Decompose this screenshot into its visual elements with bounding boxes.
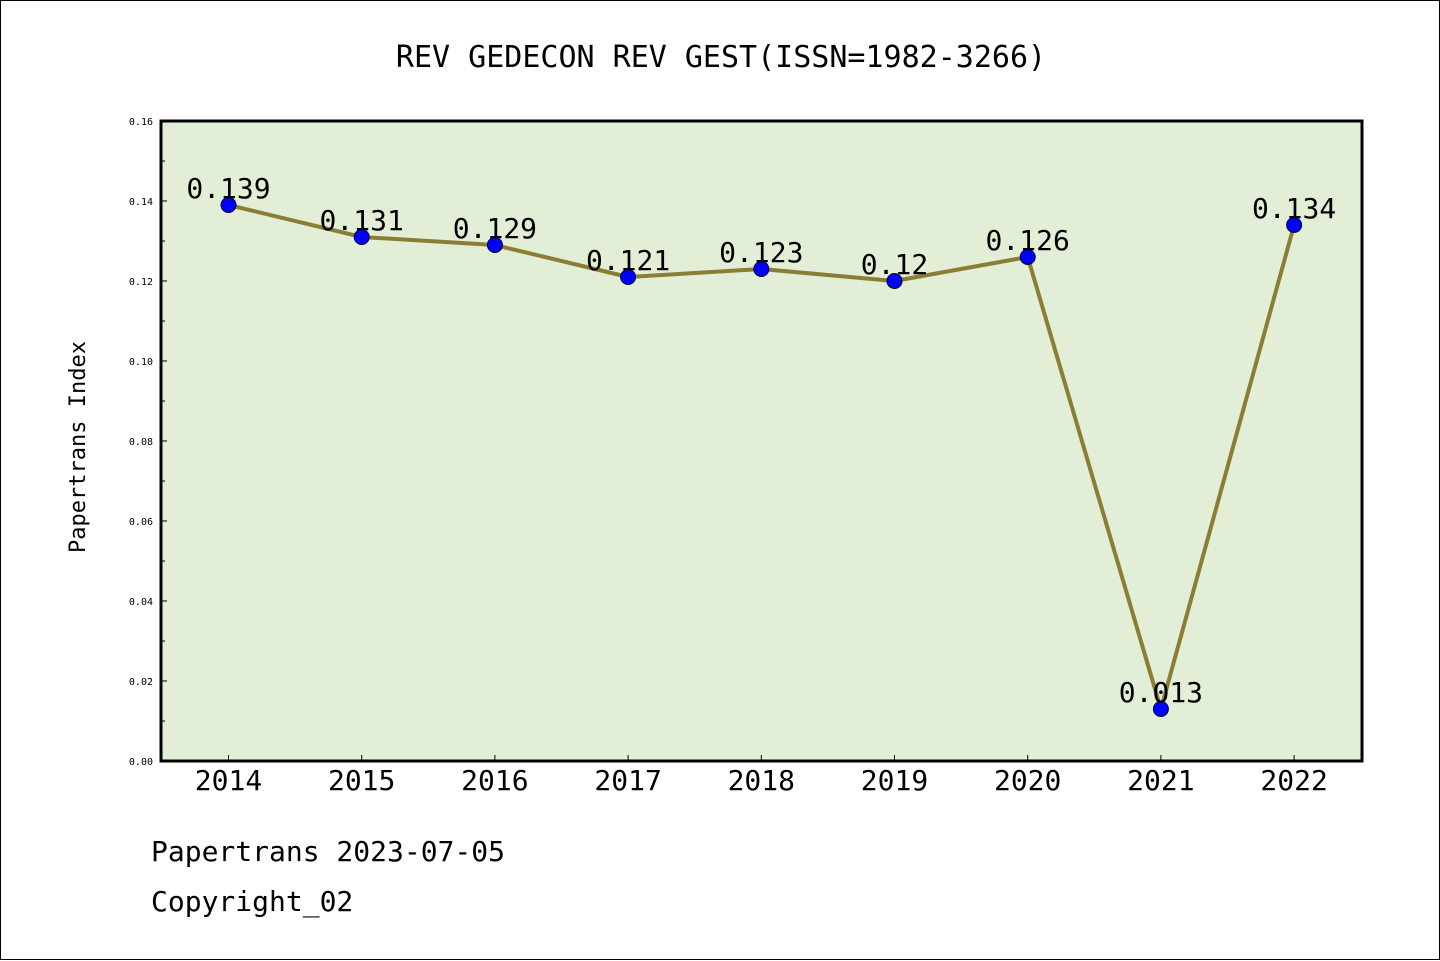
footer-copyright: Copyright_02 bbox=[151, 885, 354, 918]
data-label: 0.131 bbox=[320, 204, 404, 237]
x-tick-label: 2014 bbox=[195, 764, 262, 797]
data-point bbox=[486, 237, 503, 253]
footer-date: Papertrans 2023-07-05 bbox=[151, 835, 506, 868]
y-axis: 0.00 0.02 0.04 0.06 0.08 0.10 0.12 0.14 0.16 bbox=[129, 117, 167, 768]
data-label: 0.129 bbox=[453, 212, 537, 245]
y-tick-label: 0.08 bbox=[129, 437, 153, 448]
x-tick-label: 2015 bbox=[328, 764, 395, 797]
data-point bbox=[220, 197, 237, 213]
x-tick-label: 2017 bbox=[594, 764, 661, 797]
y-tick-label: 0.00 bbox=[129, 757, 153, 768]
x-tick-label: 2022 bbox=[1260, 764, 1327, 797]
data-label: 0.139 bbox=[186, 172, 270, 205]
data-point bbox=[353, 229, 370, 245]
y-tick-label: 0.06 bbox=[129, 517, 153, 528]
chart-title: REV GEDECON REV GEST(ISSN=1982-3266) bbox=[396, 40, 1046, 75]
data-label: 0.013 bbox=[1119, 676, 1203, 709]
y-tick-label: 0.16 bbox=[129, 117, 153, 128]
x-tick-label: 2016 bbox=[461, 764, 528, 797]
y-tick-label: 0.04 bbox=[129, 597, 153, 608]
data-label: 0.12 bbox=[861, 248, 928, 281]
series-group: 0.139 0.131 0.129 0.121 0.123 0.12 0.126 0.013 0… bbox=[186, 172, 1336, 717]
data-point bbox=[1286, 217, 1303, 233]
data-label: 0.121 bbox=[586, 244, 670, 277]
x-tick-label: 2018 bbox=[728, 764, 795, 797]
y-tick-label: 0.02 bbox=[129, 677, 153, 688]
y-tick-label: 0.12 bbox=[129, 277, 153, 288]
data-point bbox=[886, 273, 903, 289]
plot-area bbox=[159, 119, 1364, 763]
x-tick-label: 2019 bbox=[861, 764, 928, 797]
y-tick-label: 0.14 bbox=[129, 197, 153, 208]
data-point bbox=[753, 261, 770, 277]
y-tick-label: 0.10 bbox=[129, 357, 153, 368]
y-axis-label: Papertrans Index bbox=[66, 341, 91, 553]
x-tick-label: 2020 bbox=[994, 764, 1061, 797]
data-point bbox=[620, 269, 637, 285]
data-label: 0.123 bbox=[719, 236, 803, 269]
x-axis: 2014 2015 2016 2017 2018 2019 2020 2021 2022 bbox=[195, 755, 1328, 797]
data-label: 0.134 bbox=[1252, 192, 1336, 225]
data-label: 0.126 bbox=[986, 224, 1070, 257]
data-point bbox=[1152, 701, 1169, 717]
data-point bbox=[1019, 249, 1036, 265]
x-tick-label: 2021 bbox=[1127, 764, 1194, 797]
